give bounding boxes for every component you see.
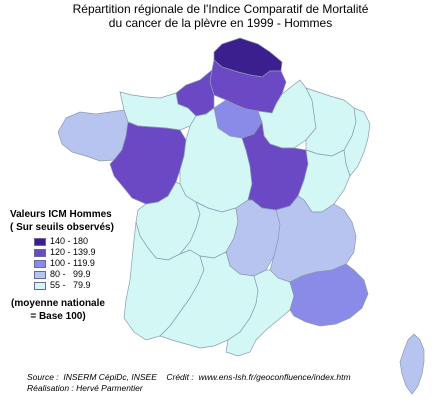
map-title-line2: du cancer de la plèvre en 1999 - Hommes	[108, 16, 333, 30]
region-rhone-alpes	[269, 195, 357, 283]
legend: Valeurs ICM Hommes ( Sur seuils observés…	[10, 208, 114, 291]
region-paca	[289, 263, 369, 327]
legend-label: 120 - 139.9	[50, 247, 96, 257]
region-alsace	[343, 107, 371, 177]
legend-label: 55 - 79.9	[50, 280, 91, 290]
region-midi-pyrenees	[159, 251, 259, 349]
region-bretagne	[57, 109, 129, 162]
region-auvergne	[225, 199, 281, 277]
map-title-line1: Répartition régionale de l'Indice Compar…	[72, 2, 369, 16]
legend-item: 80 - 99.9	[34, 269, 114, 280]
legend-label: 140 - 180	[50, 236, 89, 246]
legend-subtitle: ( Sur seuils observés)	[10, 222, 114, 233]
map-title: Répartition régionale de l'Indice Compar…	[0, 2, 441, 30]
legend-swatch	[34, 237, 46, 246]
legend-swatch	[34, 248, 46, 257]
legend-label: 100 - 119.9	[50, 258, 95, 268]
region-languedoc-roussillon	[225, 269, 295, 357]
legend-item: 120 - 139.9	[34, 247, 114, 258]
legend-swatch	[34, 281, 46, 290]
national-average-note: (moyenne nationale = Base 100)	[8, 297, 108, 323]
region-corse	[399, 333, 425, 395]
legend-label: 80 - 99.9	[50, 269, 91, 279]
note-line2: = Base 100)	[30, 311, 86, 322]
legend-swatch	[34, 270, 46, 279]
legend-title: Valeurs ICM Hommes	[10, 209, 112, 220]
credits: Source : INSERM CépiDc, INSEE Crédit : w…	[27, 372, 351, 394]
legend-item: 100 - 119.9	[34, 258, 114, 269]
legend-item: 140 - 180	[34, 236, 114, 247]
credits-realisation: Réalisation : Hervé Parmentier	[27, 383, 143, 393]
legend-swatch	[34, 259, 46, 268]
legend-item: 55 - 79.9	[34, 280, 114, 291]
credits-source: Source : INSERM CépiDc, INSEE Crédit : w…	[27, 372, 351, 382]
note-line1: (moyenne nationale	[11, 298, 105, 309]
